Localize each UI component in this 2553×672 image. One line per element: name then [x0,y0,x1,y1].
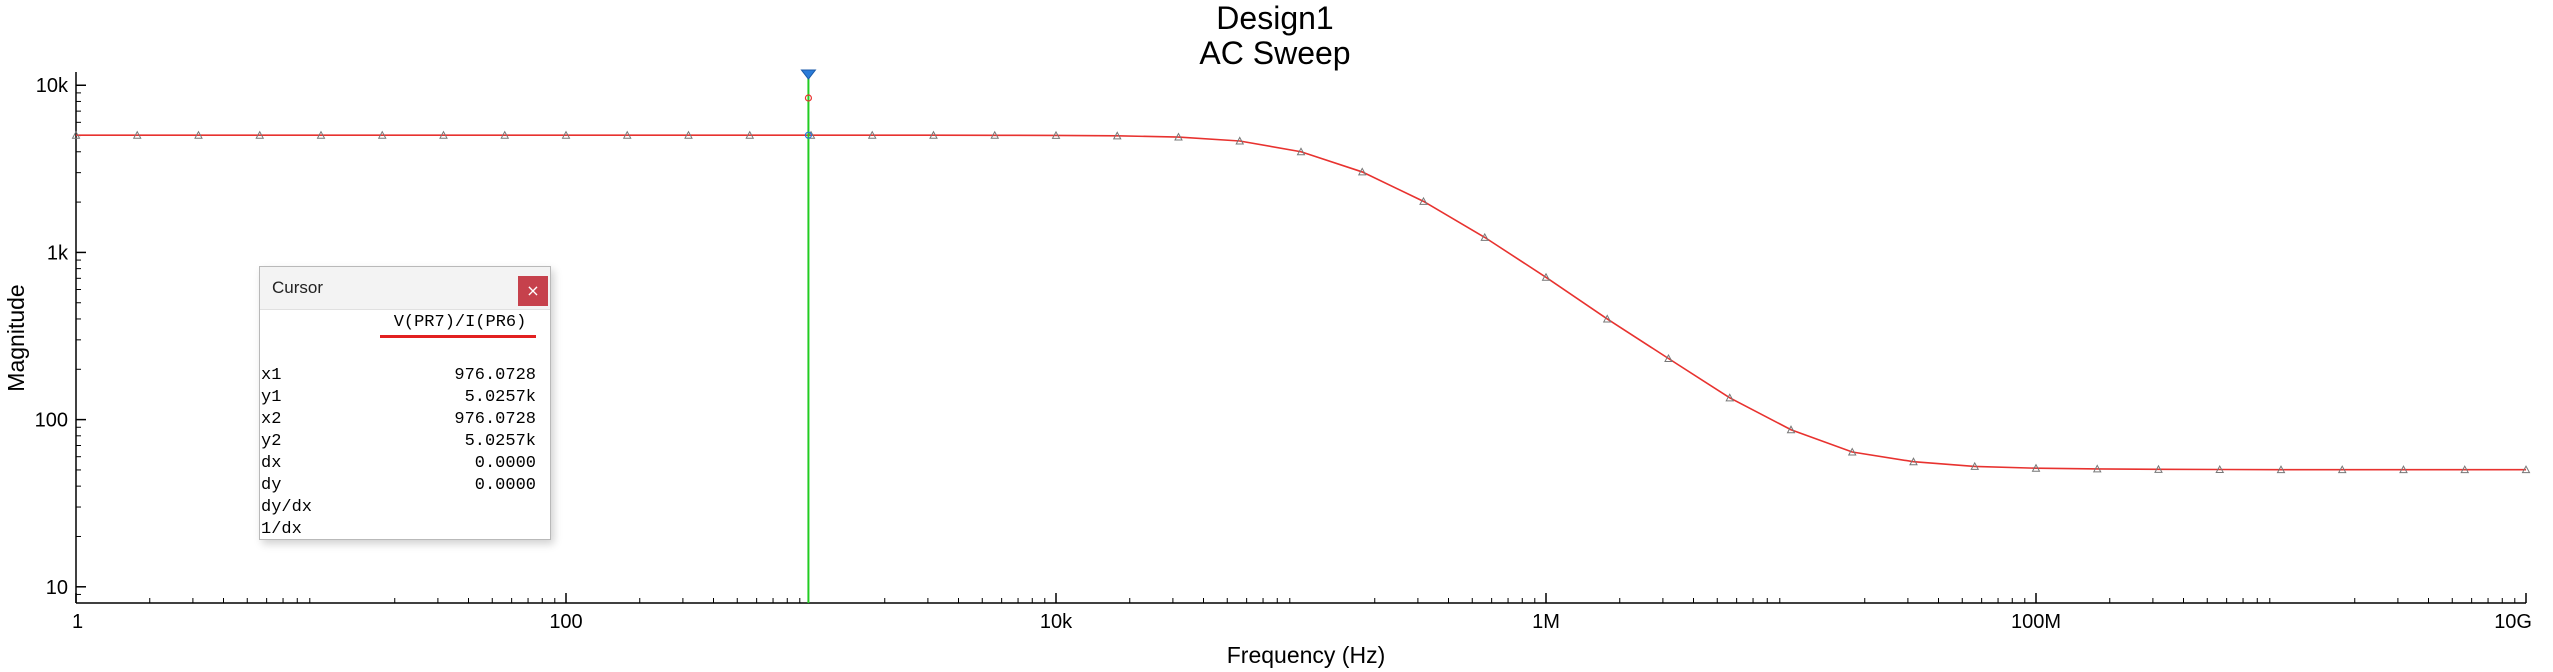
y-axis-label: Magnitude [3,284,29,391]
data-point [1541,272,1551,281]
data-point [316,130,326,139]
cursor-panel-header[interactable]: Cursor × [260,267,550,310]
cursor-row-label: dy/dx [261,498,313,517]
cursor-row-invdx: 1/dx [260,519,550,541]
data-point [1235,136,1245,145]
data-point [377,130,387,139]
chart-title: Design1 [1216,0,1333,36]
cursor-row-value: 5.0257k [464,432,536,451]
data-point [1296,147,1306,156]
data-point [2337,465,2347,474]
cursor-panel-title: Cursor [272,278,324,297]
x-tick-label: 1M [1532,611,1560,633]
data-point [1357,167,1367,176]
data-point [2399,465,2408,474]
cursor-row-label: x1 [261,366,282,385]
cursor-panel[interactable]: Cursor × V(PR7)/I(PR6) x1 976.0728 y1 5.… [259,266,551,540]
cursor-row-label: dx [261,454,282,473]
data-point [867,130,877,139]
cursor-trace-name: V(PR7)/I(PR6) [393,313,527,332]
cursor-row-y1: y1 5.0257k [260,387,550,409]
data-point [990,130,1000,139]
data-point [1725,393,1735,402]
data-point [1174,132,1183,141]
data-point [2031,463,2041,472]
cursor-row-label: y2 [261,432,282,451]
data-point [1112,131,1122,140]
x-tick-label: 1 [72,611,83,633]
cursor-row-y2: y2 5.0257k [260,431,550,453]
cursor-point-icon [804,131,813,139]
cursor-row-label: 1/dx [261,520,302,539]
data-point [439,130,448,139]
data-point [561,130,571,139]
cursor-layer[interactable] [800,69,817,603]
data-point [1602,314,1612,323]
cursor-row-dx: dx 0.0000 [260,453,550,475]
data-point [1786,425,1796,434]
cursor-row-label: dy [261,476,282,495]
y-tick-label: 1k [47,242,69,264]
data-point [1847,447,1857,456]
cursor-row-dydx: dy/dx [260,497,550,519]
cursor-row-x1: x1 976.0728 [260,365,550,387]
trace-color-underline [380,335,536,338]
y-tick-label: 100 [35,410,68,432]
chart-subtitle: AC Sweep [1199,35,1350,71]
cursor-row-dy: dy 0.0000 [260,475,550,497]
data-point [500,130,510,139]
close-icon[interactable]: × [518,276,548,306]
cursor-row-value: 5.0257k [464,388,536,407]
cursor-readout: x1 976.0728 y1 5.0257k x2 976.0728 y2 5.… [260,365,550,541]
cursor-row-label: x2 [261,410,282,429]
data-point [1970,461,1980,470]
data-point [2154,464,2163,473]
y-tick-label: 10k [36,75,69,97]
x-tick-label: 10k [1040,611,1073,633]
cursor-row-value: 0.0000 [474,454,536,473]
cursor-handle-icon[interactable] [800,69,817,80]
data-point [622,130,632,139]
data-point [929,130,938,139]
data-point [132,130,142,139]
data-point [2521,465,2531,474]
data-point [2460,465,2470,474]
data-point [684,130,693,139]
cursor-marker-icon [804,94,813,102]
data-point [255,130,265,139]
series-layer [71,130,2531,474]
axis-ticks: 1 100 10k 1M 100M 10G 10 100 1k 10k [35,75,2532,633]
x-tick-label: 100M [2011,611,2061,633]
cursor-row-value: 0.0000 [474,476,536,495]
data-point [1480,232,1490,241]
data-point [1419,196,1428,205]
y-tick-label: 10 [46,577,68,599]
data-point [2215,464,2225,474]
data-point [1909,457,1918,466]
x-tick-label: 100 [549,611,582,633]
data-point [71,130,81,139]
data-point [1051,130,1061,139]
data-point [2276,465,2286,474]
x-tick-label: 10G [2494,611,2532,633]
data-point [2092,464,2102,473]
cursor-row-label: y1 [261,388,282,407]
series-line [76,134,2526,471]
cursor-row-value: 976.0728 [454,366,536,385]
cursor-row-value: 976.0728 [454,410,536,429]
data-point [745,130,755,139]
x-axis-label: Frequency (Hz) [1227,642,1385,668]
data-point [194,130,203,139]
data-point [1664,353,1673,363]
cursor-row-x2: x2 976.0728 [260,409,550,431]
